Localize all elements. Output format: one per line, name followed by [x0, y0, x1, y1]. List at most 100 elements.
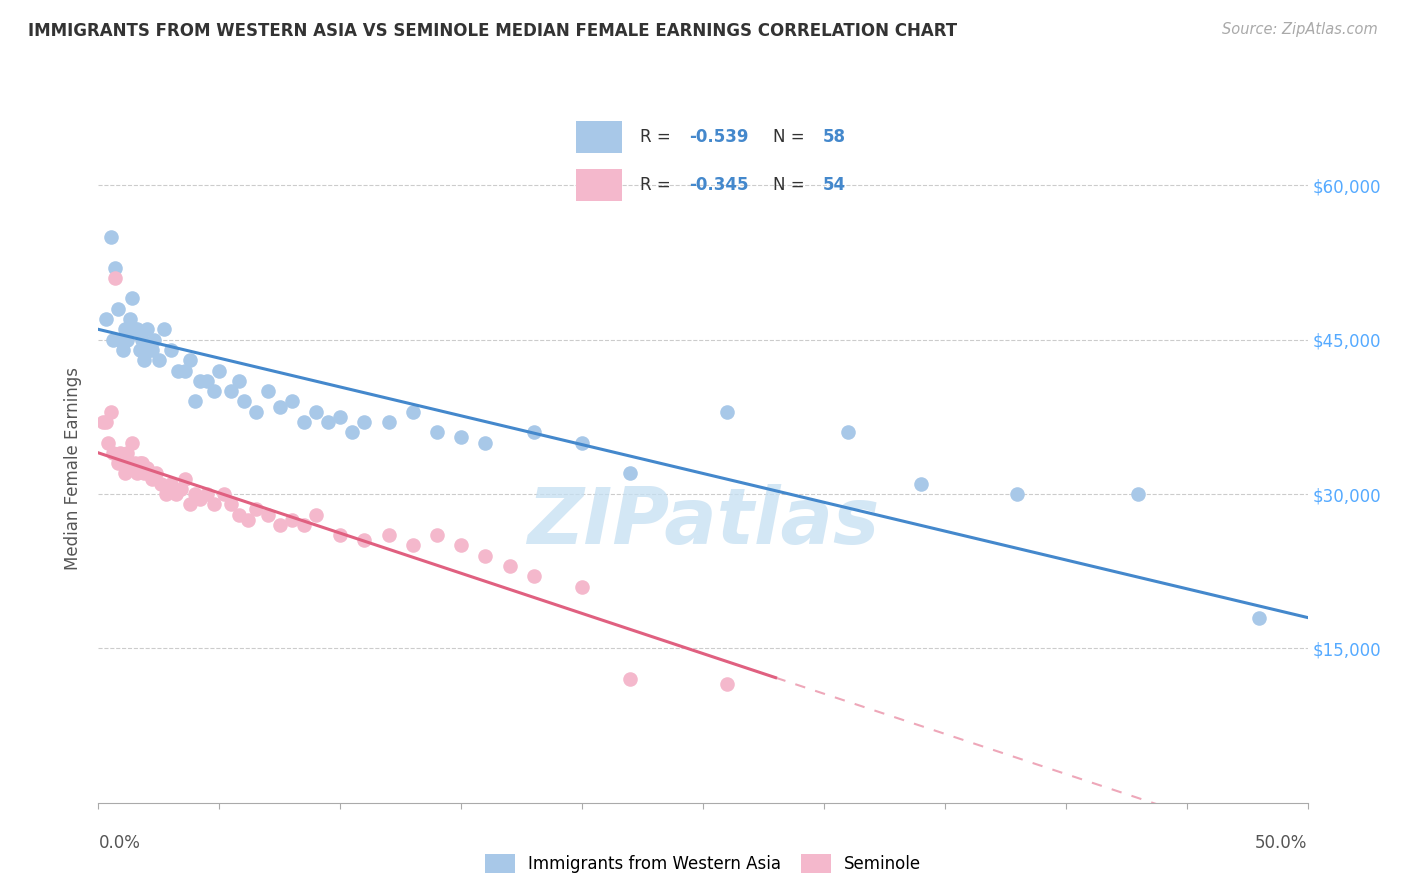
Text: ZIPatlas: ZIPatlas: [527, 483, 879, 560]
Point: [238, 513, 260, 527]
Point: [118, 312, 141, 326]
Point: [305, 405, 328, 419]
Point: [571, 580, 593, 594]
Point: [118, 456, 141, 470]
Point: [94, 415, 117, 429]
Point: [135, 322, 157, 336]
FancyBboxPatch shape: [576, 169, 621, 202]
Point: [165, 487, 187, 501]
Point: [127, 467, 149, 481]
Legend: Immigrants from Western Asia, Seminole: Immigrants from Western Asia, Seminole: [477, 846, 929, 881]
Point: [426, 528, 449, 542]
Point: [716, 405, 738, 419]
Point: [107, 456, 129, 470]
Point: [91, 415, 114, 429]
Point: [134, 467, 156, 481]
Point: [111, 456, 134, 470]
Point: [188, 374, 211, 388]
Text: Source: ZipAtlas.com: Source: ZipAtlas.com: [1222, 22, 1378, 37]
Point: [316, 415, 339, 429]
Point: [128, 343, 150, 357]
Point: [100, 405, 122, 419]
Point: [131, 333, 153, 347]
Text: R =: R =: [640, 128, 676, 146]
Text: N =: N =: [773, 177, 810, 194]
Point: [117, 333, 139, 347]
Point: [1128, 487, 1150, 501]
Point: [281, 513, 304, 527]
Point: [121, 292, 143, 306]
Point: [1007, 487, 1029, 501]
Point: [179, 353, 201, 368]
Point: [179, 497, 201, 511]
Point: [571, 435, 593, 450]
Text: -0.345: -0.345: [689, 177, 748, 194]
Point: [221, 384, 243, 398]
Point: [204, 497, 226, 511]
Point: [169, 482, 191, 496]
Point: [1249, 610, 1271, 624]
Point: [523, 425, 546, 440]
Point: [619, 467, 641, 481]
Point: [474, 435, 496, 450]
Point: [108, 446, 131, 460]
Point: [100, 229, 122, 244]
Point: [188, 492, 211, 507]
Text: -0.539: -0.539: [689, 128, 748, 146]
Point: [150, 476, 173, 491]
Point: [342, 425, 364, 440]
Point: [174, 472, 197, 486]
Point: [232, 394, 254, 409]
Point: [474, 549, 496, 563]
Point: [94, 312, 117, 326]
Point: [97, 435, 120, 450]
Point: [148, 353, 170, 368]
Point: [104, 260, 127, 275]
Point: [402, 539, 425, 553]
Point: [305, 508, 328, 522]
Point: [174, 363, 197, 377]
Point: [108, 333, 131, 347]
Point: [837, 425, 859, 440]
Point: [184, 487, 207, 501]
Point: [145, 467, 167, 481]
Y-axis label: Median Female Earnings: Median Female Earnings: [65, 367, 83, 570]
Point: [101, 333, 124, 347]
Point: [329, 528, 352, 542]
Point: [131, 456, 153, 470]
Point: [292, 517, 315, 532]
Point: [281, 394, 304, 409]
Point: [269, 400, 291, 414]
Text: 58: 58: [823, 128, 845, 146]
Point: [184, 394, 207, 409]
Point: [329, 409, 352, 424]
Point: [195, 374, 218, 388]
Point: [127, 322, 149, 336]
Text: 50.0%: 50.0%: [1256, 834, 1308, 852]
Point: [111, 343, 134, 357]
Point: [155, 487, 177, 501]
Point: [402, 405, 425, 419]
Point: [450, 430, 472, 444]
Point: [204, 384, 226, 398]
Point: [353, 415, 375, 429]
Point: [245, 405, 267, 419]
Point: [269, 517, 291, 532]
Point: [353, 533, 375, 548]
Point: [212, 487, 235, 501]
Point: [910, 476, 932, 491]
Point: [619, 673, 641, 687]
Point: [114, 322, 136, 336]
Point: [228, 374, 250, 388]
Point: [208, 363, 231, 377]
Point: [141, 343, 163, 357]
Point: [167, 363, 190, 377]
Point: [124, 322, 146, 336]
Point: [134, 353, 156, 368]
Point: [292, 415, 315, 429]
Point: [256, 508, 278, 522]
Text: 54: 54: [823, 177, 845, 194]
Point: [101, 446, 124, 460]
Point: [124, 456, 146, 470]
Point: [143, 333, 166, 347]
